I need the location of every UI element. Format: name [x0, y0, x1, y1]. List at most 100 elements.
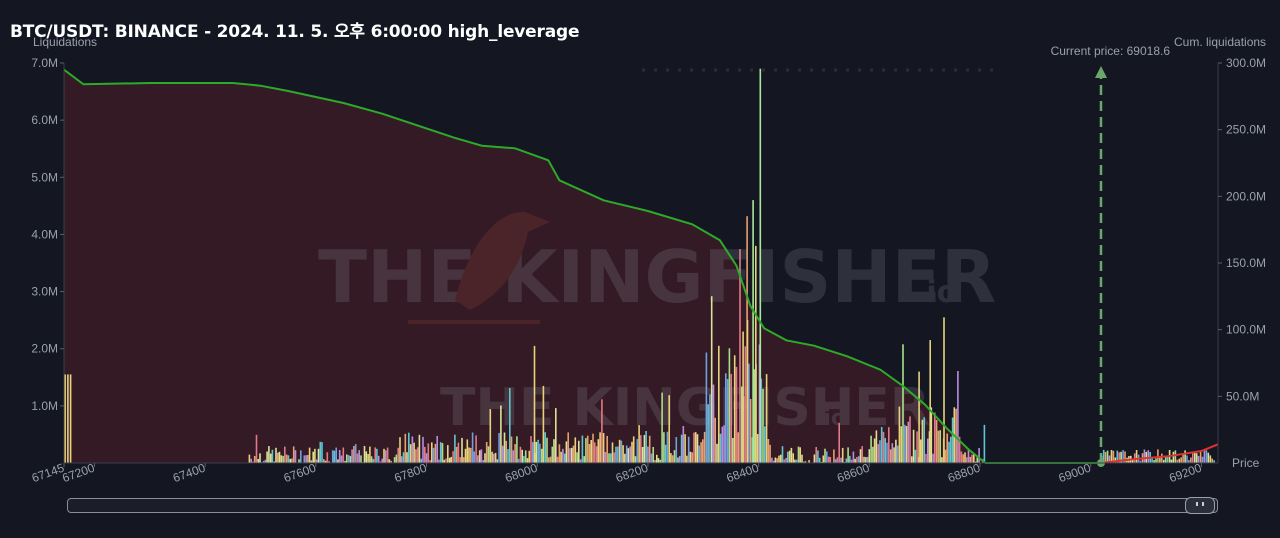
- liquidation-bar: [294, 450, 297, 463]
- liquidation-bar: [337, 459, 339, 463]
- liquidation-bar: [820, 461, 823, 463]
- liquidation-bar: [383, 448, 385, 463]
- liquidation-bar: [259, 453, 261, 463]
- y-axis-right-label: Cum. liquidations: [1174, 35, 1266, 49]
- liquidation-bar: [445, 458, 447, 463]
- liquidation-bar: [268, 446, 270, 463]
- liquidation-bar: [772, 460, 775, 463]
- liquidation-bar: [482, 460, 484, 463]
- liquidation-bar: [347, 455, 350, 463]
- liquidation-bar: [671, 455, 674, 463]
- liquidation-bar: [923, 417, 925, 463]
- liquidation-bar: [927, 438, 929, 463]
- liquidation-bar: [935, 419, 938, 463]
- liquidation-bar: [1163, 459, 1165, 463]
- liquidation-bar: [305, 455, 307, 463]
- liquidation-bar: [822, 455, 825, 463]
- liquidation-bar: [273, 461, 275, 463]
- liquidation-bar: [1182, 453, 1184, 463]
- liquidation-bar: [252, 461, 254, 463]
- liquidation-bar: [1180, 457, 1182, 463]
- liquidation-bar: [537, 439, 539, 463]
- liquidation-bar: [886, 442, 888, 463]
- liquidation-bar: [911, 456, 913, 463]
- liquidation-bar: [344, 460, 346, 463]
- liquidation-bar: [563, 453, 566, 463]
- liquidation-bar: [590, 440, 592, 463]
- liquidation-bar: [602, 433, 605, 463]
- liquidation-bar: [611, 442, 614, 463]
- liquidation-bar-notable: [69, 374, 72, 463]
- liquidation-bar: [1205, 450, 1208, 463]
- liquidation-bar: [877, 444, 879, 463]
- liquidation-bar: [618, 439, 621, 463]
- liquidation-bar: [280, 455, 283, 463]
- liquidation-bar: [551, 446, 554, 463]
- liquidation-bar: [891, 443, 894, 463]
- liquidation-bar: [285, 454, 288, 463]
- liquidation-bar: [1114, 457, 1117, 463]
- liquidation-bar: [625, 445, 628, 463]
- liquidation-bar: [868, 449, 871, 463]
- liquidation-bar: [849, 455, 851, 463]
- liquidation-bar: [1201, 456, 1204, 463]
- liquidation-bar: [1102, 449, 1105, 463]
- liquidation-bar: [360, 455, 362, 463]
- liquidation-bar: [351, 449, 353, 463]
- liquidation-bar: [418, 434, 421, 463]
- liquidation-bar: [298, 459, 300, 463]
- liquidation-bar: [255, 434, 258, 463]
- scrollbar-handle[interactable]: [1185, 497, 1215, 514]
- liquidation-bar: [776, 458, 778, 463]
- liquidation-bar: [921, 419, 924, 463]
- liquidation-bar: [781, 446, 784, 463]
- liquidation-bar: [861, 446, 863, 463]
- liquidation-bar: [700, 442, 702, 463]
- liquidation-bar: [1178, 458, 1181, 463]
- liquidation-bar: [836, 457, 839, 463]
- liquidation-bar: [730, 373, 732, 463]
- x-axis-label: Price: [1232, 456, 1260, 470]
- liquidation-bar: [461, 437, 463, 463]
- liquidation-bar: [818, 457, 821, 463]
- liquidation-bar: [544, 432, 546, 463]
- liquidation-bar: [971, 454, 973, 463]
- liquidation-bar: [950, 436, 952, 463]
- liquidation-bar: [723, 425, 725, 463]
- liquidation-bar: [641, 447, 644, 463]
- y-right-tick-label: 200.0M: [1226, 189, 1266, 203]
- liquidation-bar: [771, 457, 773, 463]
- watermark-text-large: THE KINGFISHER: [318, 235, 996, 319]
- liquidation-bar: [794, 459, 796, 463]
- liquidation-bar: [390, 460, 392, 463]
- liquidation-bar: [756, 434, 759, 463]
- liquidation-bar: [599, 432, 601, 463]
- liquidation-bar: [741, 386, 743, 463]
- liquidation-bar-notable: [929, 340, 931, 463]
- liquidation-bar: [510, 436, 513, 463]
- liquidation-bar: [585, 438, 587, 463]
- liquidation-bar: [670, 453, 672, 463]
- liquidation-bar: [526, 458, 529, 463]
- liquidation-bar: [262, 460, 265, 463]
- liquidation-bar: [663, 432, 665, 463]
- liquidation-bar: [431, 442, 433, 463]
- liquidation-bar: [795, 459, 798, 463]
- liquidation-bar: [1166, 456, 1169, 463]
- liquidation-bar: [955, 408, 957, 463]
- liquidation-bar: [912, 429, 915, 463]
- liquidation-bar: [402, 452, 405, 463]
- liquidation-bar: [1151, 456, 1153, 463]
- liquidation-bar: [983, 424, 986, 463]
- liquidation-bar: [948, 441, 950, 463]
- liquidation-bar: [785, 457, 787, 463]
- liquidation-bar: [764, 426, 766, 463]
- liquidation-bar: [503, 432, 506, 463]
- liquidation-bar: [312, 451, 314, 463]
- range-scrollbar[interactable]: [67, 497, 1218, 514]
- liquidation-bar: [893, 447, 895, 463]
- liquidation-bar: [865, 457, 867, 463]
- liquidation-bar: [656, 454, 658, 463]
- liquidation-bar: [666, 431, 669, 463]
- liquidation-bar: [841, 447, 844, 463]
